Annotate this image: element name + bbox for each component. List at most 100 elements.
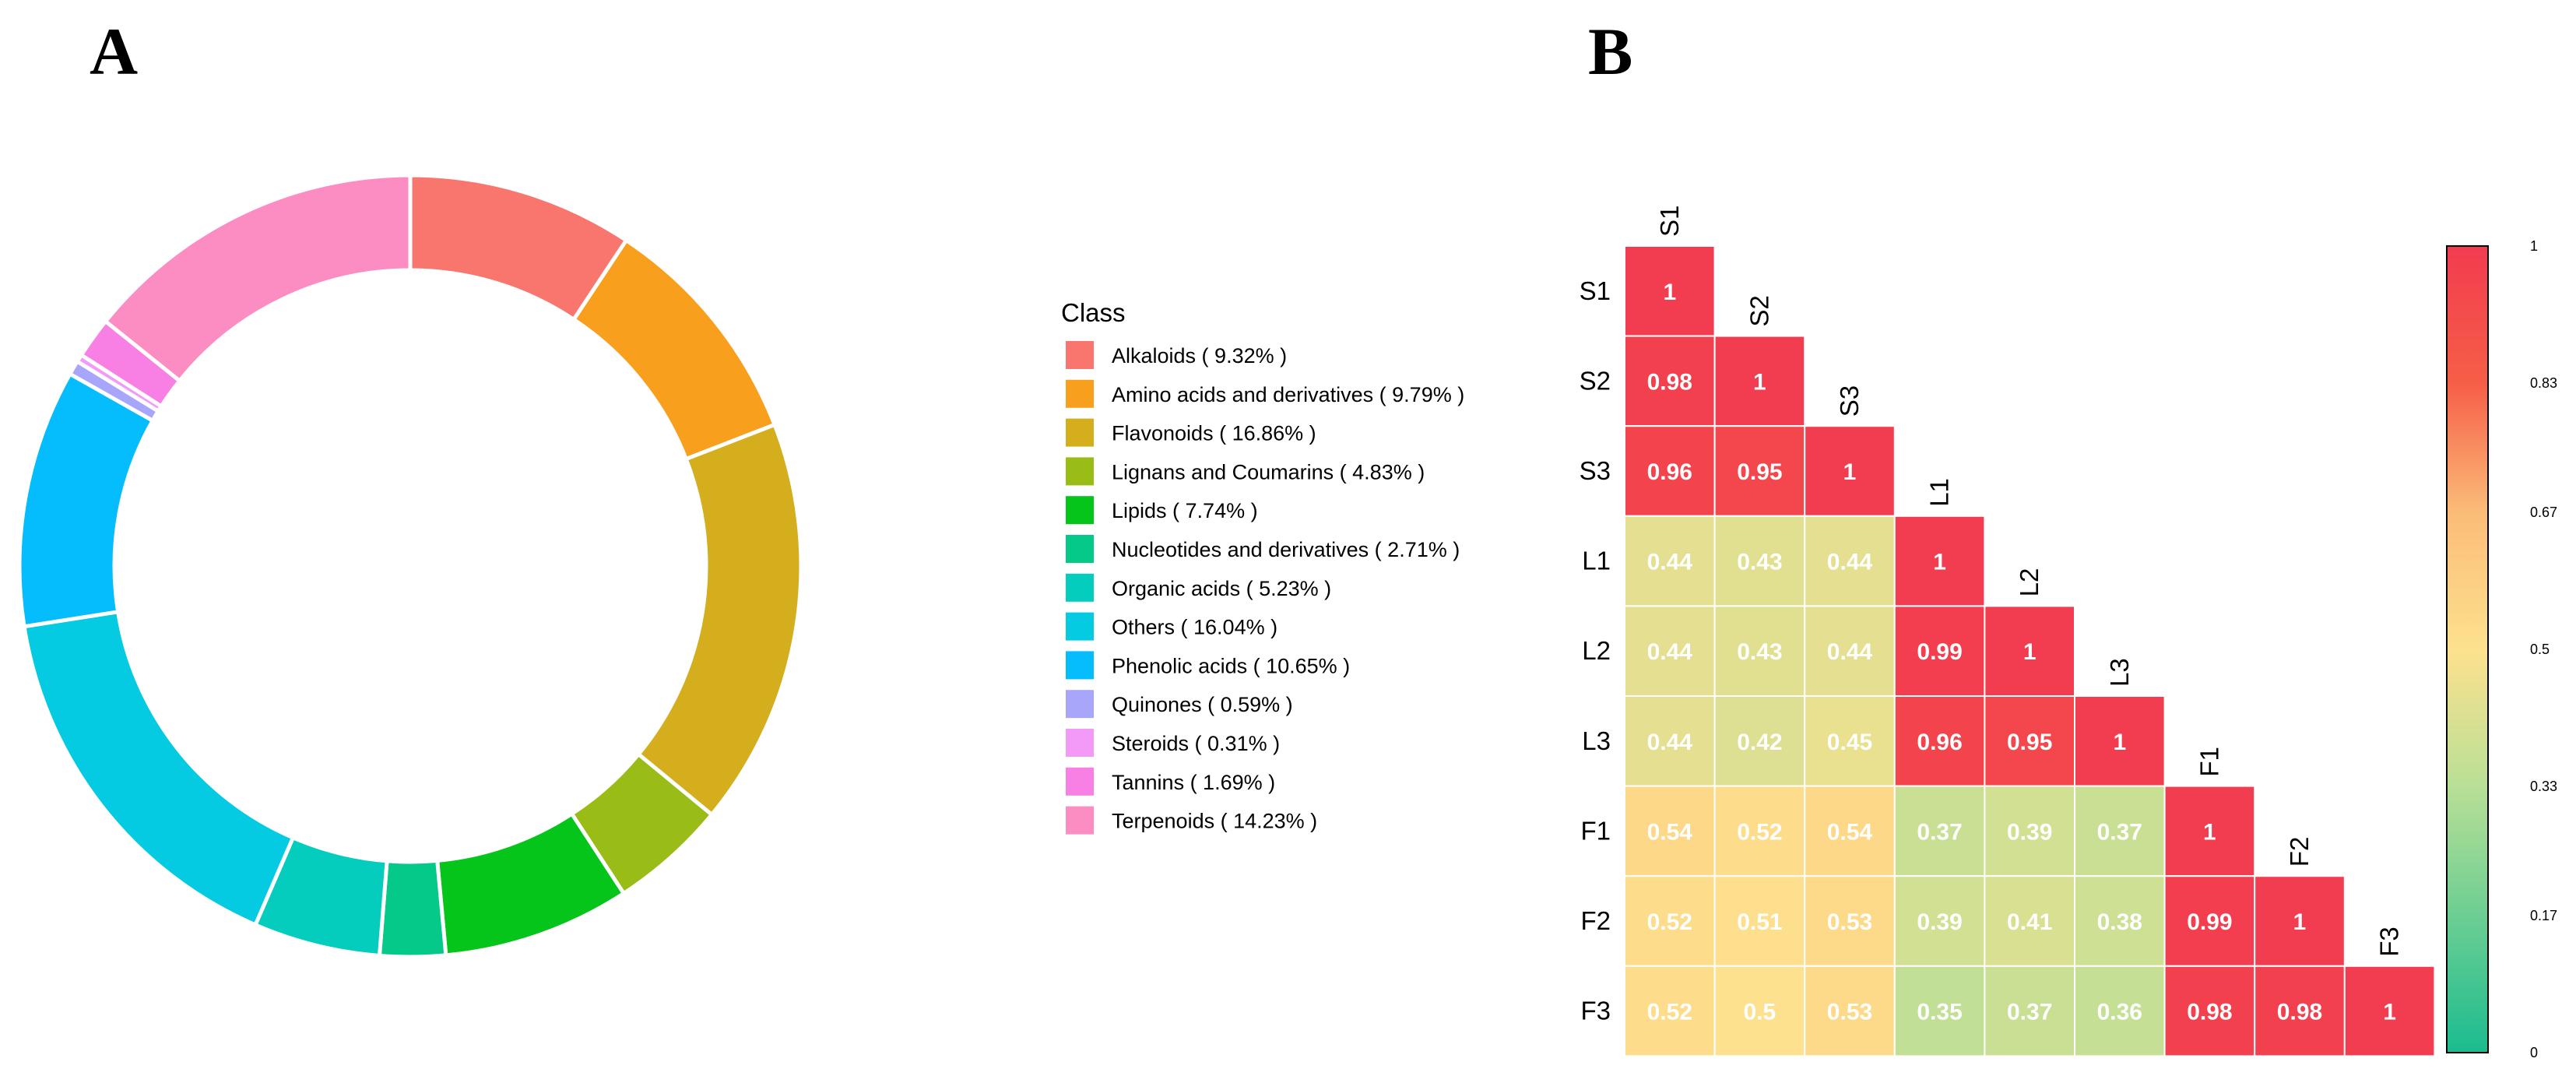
legend-swatch-alkaloids — [1066, 341, 1094, 369]
cell-f2-l1 — [1893, 875, 1986, 967]
cell-value-l2-l2: 1 — [2023, 639, 2037, 665]
colorbar-gradient — [2446, 245, 2489, 1053]
cell-l3-l3 — [2074, 695, 2166, 787]
cell-s3-s3 — [1804, 425, 1896, 517]
legend-label-nucleotides-and-derivatives: Nucleotides and derivatives ( 2.71% ) — [1112, 538, 1460, 561]
cell-value-s2-s1: 0.98 — [1647, 369, 1692, 395]
col-label-f1: F1 — [2195, 747, 2223, 777]
cell-value-f3-f2: 0.98 — [2277, 1000, 2322, 1025]
legend-label-alkaloids: Alkaloids ( 9.32% ) — [1112, 344, 1287, 367]
col-label-f3: F3 — [2375, 927, 2404, 957]
legend-swatch-nucleotides-and-derivatives — [1066, 535, 1094, 563]
slice-others — [22, 609, 296, 928]
cell-l3-s2 — [1713, 695, 1806, 787]
legend-label-steroids: Steroids ( 0.31% ) — [1112, 732, 1280, 755]
cell-s1-s1 — [1624, 245, 1716, 337]
colorbar-tick-3: 0.5 — [2530, 642, 2550, 657]
cell-value-s3-s3: 1 — [1843, 459, 1857, 485]
cell-f2-f1 — [2163, 875, 2256, 967]
cell-s2-s2 — [1713, 335, 1806, 427]
cell-f3-f3 — [2343, 965, 2436, 1057]
cell-f3-l2 — [1984, 965, 2075, 1057]
cell-value-l3-l2: 0.95 — [2007, 730, 2052, 755]
cell-f3-l1 — [1893, 965, 1986, 1057]
panel-label-a: A — [90, 14, 138, 89]
legend-label-quinones: Quinones ( 0.59% ) — [1112, 693, 1293, 716]
cell-f3-s1 — [1624, 965, 1716, 1057]
cell-value-s3-s2: 0.95 — [1737, 459, 1782, 485]
col-label-f2: F2 — [2285, 837, 2314, 867]
legend-label-others: Others ( 16.04% ) — [1112, 616, 1277, 639]
legend-title: Class — [1061, 298, 1126, 327]
cell-value-f1-s1: 0.54 — [1647, 819, 1693, 845]
correlation-heatmap: S1 S1 1 S2 S2 0.98 1 S3 S3 0.96 0.95 1 L1 L1 0.44 0.43 0… — [1580, 206, 2436, 1057]
cell-value-f2-l1: 0.39 — [1917, 909, 1962, 935]
cell-value-f1-s3: 0.54 — [1827, 819, 1873, 845]
cell-value-f3-f1: 0.98 — [2187, 1000, 2232, 1025]
legend-swatch-others — [1066, 612, 1094, 641]
cell-value-s1-s1: 1 — [1663, 280, 1676, 305]
colorbar: 0 0.17 0.33 0.5 0.67 0.83 1 — [2446, 238, 2557, 1060]
cell-value-l3-s3: 0.45 — [1827, 730, 1872, 755]
legend-label-lipids: Lipids ( 7.74% ) — [1112, 499, 1258, 522]
cell-value-f2-l3: 0.38 — [2097, 909, 2142, 935]
cell-f3-f1 — [2163, 965, 2256, 1057]
donut-legend: Class Alkaloids ( 9.32% ) Amino acids and… — [1061, 298, 1464, 835]
row-label-l1: L1 — [1582, 547, 1611, 575]
cell-value-f2-s3: 0.53 — [1827, 909, 1872, 935]
donut-chart — [17, 173, 803, 959]
cell-value-f3-s2: 0.5 — [1744, 1000, 1776, 1025]
legend-label-flavonoids: Flavonoids ( 16.86% ) — [1112, 422, 1316, 445]
cell-value-f1-l2: 0.39 — [2007, 819, 2052, 845]
cell-value-f2-f2: 1 — [2293, 909, 2307, 935]
col-label-s2: S2 — [1745, 295, 1773, 326]
panel-label-b: B — [1588, 14, 1632, 89]
cell-value-l1-s1: 0.44 — [1647, 550, 1693, 575]
cell-value-l2-l1: 0.99 — [1917, 639, 1962, 665]
slice-terpenoids — [103, 173, 413, 384]
col-label-l1: L1 — [1925, 478, 1954, 507]
cell-value-l3-l1: 0.96 — [1917, 730, 1962, 755]
slice-amino-acids-and-derivatives — [571, 237, 778, 462]
row-label-f1: F1 — [1580, 816, 1611, 845]
cell-value-l3-l3: 1 — [2113, 730, 2126, 755]
legend-label-terpenoids: Terpenoids ( 14.23% ) — [1112, 810, 1317, 833]
cell-f3-s3 — [1804, 965, 1896, 1057]
legend-swatch-tannins — [1066, 767, 1094, 796]
cell-value-l1-s2: 0.43 — [1737, 550, 1782, 575]
col-label-s3: S3 — [1835, 385, 1864, 417]
cell-value-s3-s1: 0.96 — [1647, 459, 1692, 485]
row-label-s3: S3 — [1580, 456, 1611, 485]
cell-value-f3-s3: 0.53 — [1827, 1000, 1872, 1025]
cell-value-l1-s3: 0.44 — [1827, 550, 1873, 575]
cell-value-l2-s1: 0.44 — [1647, 639, 1693, 665]
legend-swatch-terpenoids — [1066, 806, 1094, 835]
cell-value-s2-s2: 1 — [1753, 369, 1766, 395]
cell-value-l1-l1: 1 — [1933, 550, 1946, 575]
legend-swatch-flavonoids — [1066, 418, 1094, 447]
cell-f1-s1 — [1624, 785, 1716, 877]
legend-swatch-lipids — [1066, 496, 1094, 525]
cell-s3-s2 — [1713, 425, 1806, 517]
row-label-s1: S1 — [1580, 276, 1611, 305]
cell-value-f3-l2: 0.37 — [2007, 1000, 2052, 1025]
cell-value-f1-f1: 1 — [2203, 819, 2216, 845]
colorbar-tick-6: 1 — [2530, 238, 2538, 254]
cell-value-f1-l3: 0.37 — [2097, 819, 2142, 845]
cell-l1-s2 — [1713, 515, 1806, 607]
cell-f2-f2 — [2254, 875, 2346, 967]
cell-value-l2-s3: 0.44 — [1827, 639, 1873, 665]
cell-l3-l1 — [1893, 695, 1986, 787]
cell-value-f3-l1: 0.35 — [1917, 1000, 1962, 1025]
legend-swatch-steroids — [1066, 729, 1094, 757]
cell-s3-s1 — [1624, 425, 1716, 517]
cell-l3-s1 — [1624, 695, 1716, 787]
colorbar-tick-0: 0 — [2530, 1045, 2538, 1060]
slice-flavonoids — [635, 422, 803, 818]
cell-value-f2-s1: 0.52 — [1647, 909, 1692, 935]
row-label-s2: S2 — [1580, 366, 1611, 395]
cell-l2-s3 — [1804, 605, 1896, 698]
cell-value-f3-f3: 1 — [2383, 1000, 2396, 1025]
cell-value-f3-l3: 0.36 — [2097, 1000, 2142, 1025]
